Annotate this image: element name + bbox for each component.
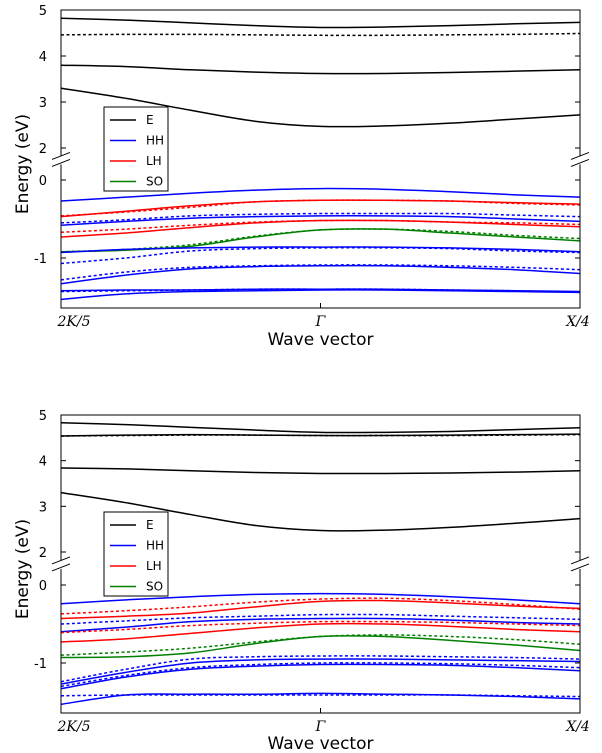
series-line-e-2	[60, 32, 581, 37]
legend-label-e: E	[146, 113, 154, 127]
series-line-so-14	[60, 635, 581, 659]
series-line-hh-16	[60, 658, 581, 685]
legend-label-so: SO	[146, 175, 163, 189]
axis-break-slash	[51, 556, 71, 565]
axis-break-slash	[51, 158, 71, 167]
y-tick-label: 3	[39, 96, 47, 111]
axis-break-right	[570, 556, 590, 572]
series-line-hh-6	[60, 592, 581, 605]
axis-break-slash	[570, 556, 590, 565]
legend-box	[103, 106, 169, 192]
chart-panel-2: 5 4 3 2 0 -1 2K/5 Γ X/4 Wave vector Energy (eV) E HH…	[13, 409, 590, 753]
series-line-hh-20	[60, 289, 581, 301]
series-line-hh-15	[60, 247, 581, 265]
series-line-e-4	[60, 87, 581, 128]
series-group	[60, 422, 581, 706]
series-line-e-5	[60, 491, 581, 532]
y-tick-label: -1	[34, 252, 47, 267]
series-line-hh-14	[60, 246, 581, 254]
y-tick-label: 3	[39, 500, 47, 515]
y-tick-label: 5	[39, 409, 47, 424]
y-axis-label: Energy (eV)	[13, 519, 33, 619]
y-tick-label: 2	[39, 546, 47, 561]
axis-break-gap	[59, 156, 63, 165]
series-line-hh-17	[60, 264, 581, 281]
y-tick-label: -1	[34, 657, 47, 672]
series-line-hh-15	[60, 655, 581, 683]
series-line-lh-7	[60, 199, 581, 217]
series-line-lh-8	[60, 599, 581, 620]
x-tick-label: X/4	[565, 314, 590, 330]
axis-break-slash	[51, 563, 71, 572]
series-line-hh-19	[60, 288, 581, 294]
series-line-hh-17	[60, 662, 581, 688]
axis-break-left	[51, 556, 71, 572]
series-line-hh-10	[60, 617, 581, 633]
y-tick-label: 4	[39, 455, 47, 470]
series-group	[60, 17, 581, 301]
axis-break-slash	[570, 563, 590, 572]
series-line-hh-9	[60, 613, 581, 625]
axis-break-slash	[570, 151, 590, 160]
x-tick-label: 2K/5	[57, 314, 91, 330]
chart-panel-1: 5 4 3 2 0 -1 2K/5 Γ X/4 Wave vector Energy (eV) E HH…	[13, 4, 590, 350]
axis-break-right	[570, 151, 590, 167]
series-line-lh-11	[60, 219, 581, 234]
x-tick-label: X/4	[565, 719, 590, 735]
y-tick-label: 5	[39, 4, 47, 19]
axis-break-slash	[51, 151, 71, 160]
series-line-hh-16	[60, 264, 581, 285]
axis-break-gap	[59, 560, 63, 569]
y-tick-label: 4	[39, 50, 47, 65]
legend: E HH LH SO	[103, 106, 169, 192]
series-line-lh-7	[60, 597, 581, 615]
axis-break-slash	[570, 158, 590, 167]
series-line-hh-8	[60, 212, 581, 224]
axis-break-left	[51, 151, 71, 167]
x-tick-label: Γ	[315, 719, 327, 735]
series-line-hh-5	[60, 187, 581, 202]
legend-label-hh: HH	[146, 539, 164, 553]
series-line-e-3	[60, 64, 581, 75]
series-line-hh-18	[60, 663, 581, 690]
y-tick-label: 0	[39, 174, 47, 189]
series-line-hh-9	[60, 215, 581, 226]
legend-label-lh: LH	[146, 559, 162, 573]
y-tick-label: 2	[39, 142, 47, 157]
legend-label-e: E	[146, 518, 154, 532]
legend-label-so: SO	[146, 580, 163, 594]
series-line-lh-11	[60, 620, 581, 634]
x-tick-label: 2K/5	[57, 719, 91, 735]
legend: E HH LH SO	[103, 511, 169, 597]
series-line-e-1	[60, 17, 581, 29]
legend-box	[103, 511, 169, 597]
series-line-hh-20	[60, 692, 581, 706]
series-line-e-3	[60, 433, 581, 437]
x-tick-label: Γ	[315, 314, 327, 330]
series-line-e-1	[60, 422, 581, 434]
axis-break-gap	[578, 560, 582, 569]
axis-break-gap	[578, 156, 582, 165]
y-axis-label: Energy (eV)	[13, 114, 33, 214]
legend-label-hh: HH	[146, 134, 164, 148]
x-axis-label: Wave vector	[268, 330, 374, 350]
y-tick-label: 0	[39, 579, 47, 594]
x-axis-label: Wave vector	[268, 734, 374, 753]
legend-label-lh: LH	[146, 154, 162, 168]
series-line-lh-12	[60, 622, 581, 643]
series-line-e-4	[60, 467, 581, 475]
